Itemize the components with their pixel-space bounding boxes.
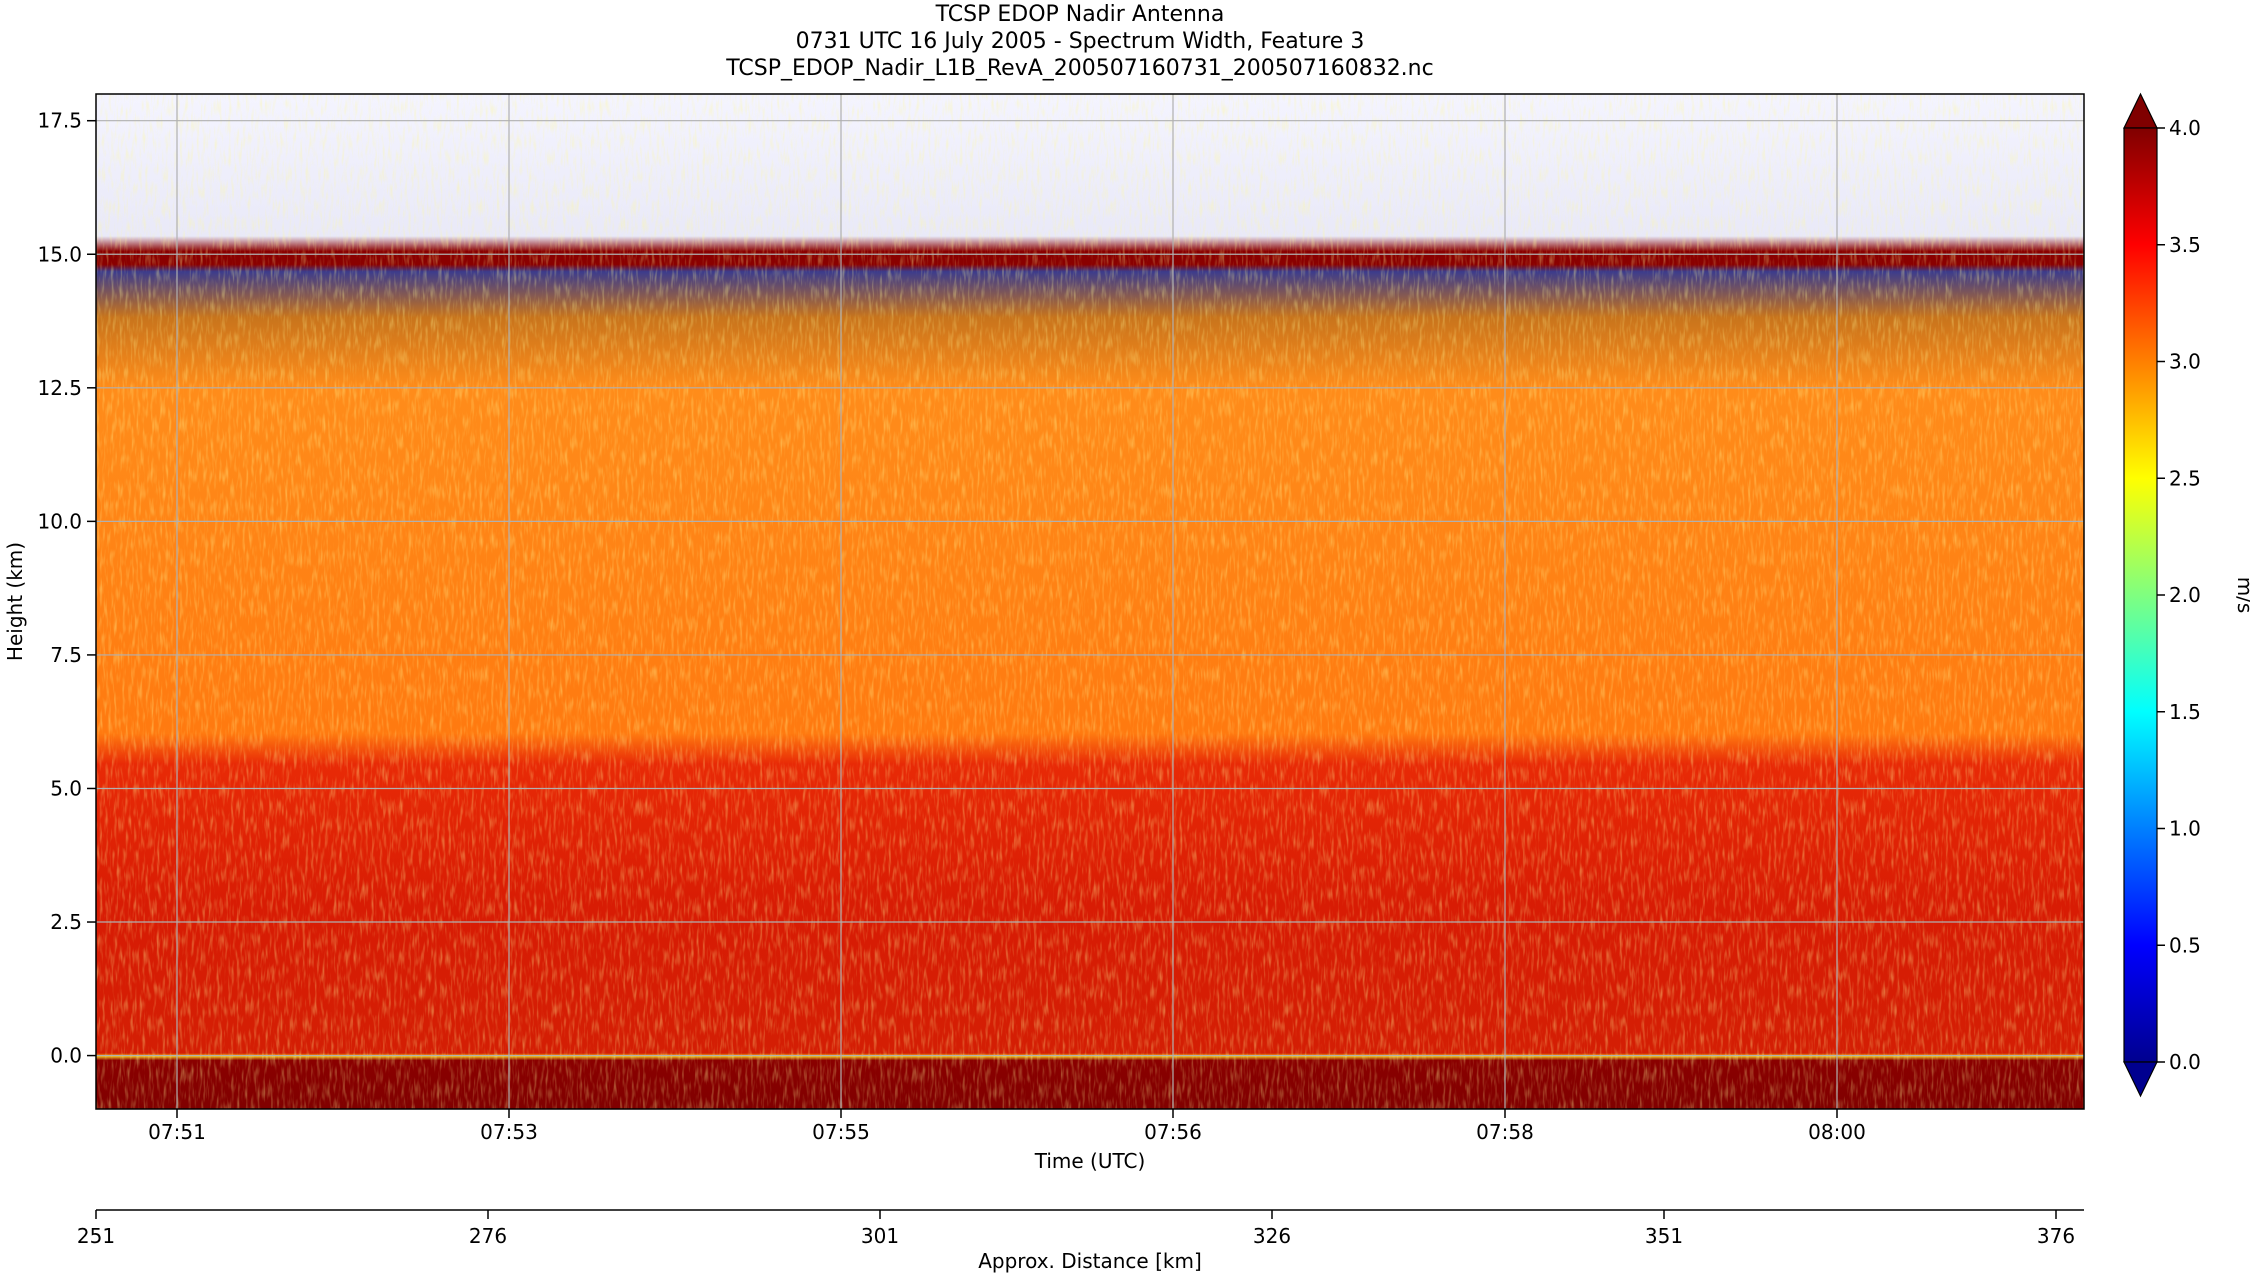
colorbar-tick-label: 3.5 — [2169, 233, 2201, 257]
x-tick-label: 07:56 — [1144, 1120, 1202, 1144]
plot-frame — [95, 93, 2085, 1110]
x-tick-label: 08:00 — [1808, 1120, 1866, 1144]
colorbar-tick-label: 0.0 — [2169, 1050, 2201, 1074]
colorbar-tick-label: 4.0 — [2169, 116, 2201, 140]
heatmap-field — [96, 94, 2084, 1109]
colorbar-tick-label: 1.0 — [2169, 817, 2201, 841]
colorbar: 0.0 0.5 1.0 1.5 2.0 2.5 3.0 3.5 4.0 m/s — [2123, 92, 2250, 1098]
y-tick-label: 15.0 — [37, 242, 82, 266]
chart-title-line-1: TCSP EDOP Nadir Antenna — [935, 2, 1225, 27]
colorbar-tick-label: 1.5 — [2169, 700, 2201, 724]
y-tick-label: 10.0 — [37, 509, 82, 533]
y-tick-label: 7.5 — [50, 643, 82, 667]
field-texture — [96, 94, 2084, 1109]
y-axis-ticks: 0.0 2.5 5.0 7.5 10.0 12.5 15.0 17.5 — [37, 109, 96, 1068]
y-axis-label: Height (km) — [3, 542, 27, 661]
colorbar-tick-label: 2.0 — [2169, 583, 2201, 607]
colorbar-extend-max — [2123, 92, 2158, 129]
y-tick-label: 17.5 — [37, 109, 82, 133]
y-tick-label: 5.0 — [50, 776, 82, 800]
distance-axis-label: Approx. Distance [km] — [978, 1249, 1202, 1273]
distance-tick-label: 326 — [1253, 1224, 1291, 1248]
colorbar-gradient — [2123, 127, 2158, 1063]
colorbar-tick-label: 0.5 — [2169, 933, 2201, 957]
y-tick-label: 0.0 — [50, 1044, 82, 1068]
x-axis-ticks: 07:51 07:53 07:55 07:56 07:58 08:00 — [148, 1109, 1866, 1144]
distance-tick-label: 276 — [469, 1224, 507, 1248]
distance-tick-label: 351 — [1645, 1224, 1683, 1248]
chart-title-line-3: TCSP_EDOP_Nadir_L1B_RevA_200507160731_20… — [726, 56, 1434, 81]
x-axis-label: Time (UTC) — [1034, 1149, 1146, 1173]
grid — [96, 94, 2084, 1109]
distance-tick-label: 251 — [77, 1224, 115, 1248]
x-tick-label: 07:58 — [1476, 1120, 1534, 1144]
distance-tick-label: 376 — [2037, 1224, 2075, 1248]
x-tick-label: 07:53 — [480, 1120, 538, 1144]
distance-axis-ticks: 251 276 301 326 351 376 — [77, 1210, 2075, 1248]
chart-title-line-2: 0731 UTC 16 July 2005 - Spectrum Width, … — [795, 29, 1365, 54]
distance-tick-label: 301 — [861, 1224, 899, 1248]
colorbar-extend-min — [2123, 1061, 2158, 1098]
y-tick-label: 2.5 — [50, 910, 82, 934]
colorbar-label: m/s — [2233, 577, 2250, 614]
x-tick-label: 07:51 — [148, 1120, 206, 1144]
x-tick-label: 07:55 — [812, 1120, 870, 1144]
y-tick-label: 12.5 — [37, 376, 82, 400]
colorbar-tick-label: 2.5 — [2169, 466, 2201, 490]
colorbar-tick-label: 3.0 — [2169, 350, 2201, 374]
colorbar-ticks: 0.0 0.5 1.0 1.5 2.0 2.5 3.0 3.5 4.0 — [2157, 116, 2201, 1074]
